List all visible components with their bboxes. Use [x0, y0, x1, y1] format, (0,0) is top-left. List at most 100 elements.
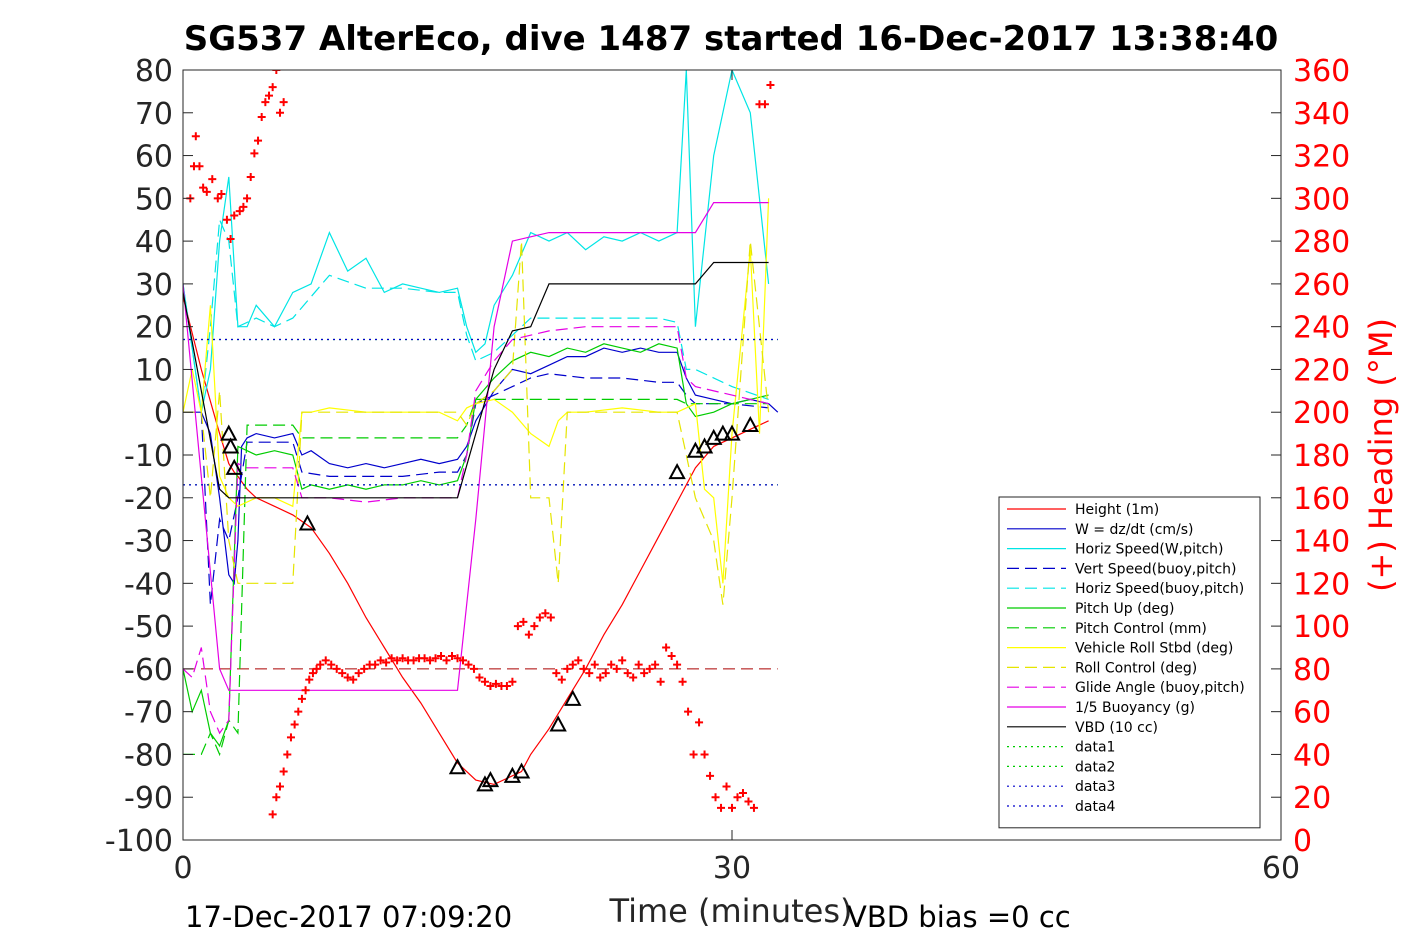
heading-point — [612, 664, 621, 673]
series-line-3 — [183, 70, 770, 413]
heading-point — [393, 656, 402, 665]
heading-point — [656, 677, 665, 686]
series-line-5 — [183, 219, 769, 413]
heading-point — [673, 660, 682, 669]
legend-label: Pitch Control (mm) — [1075, 621, 1207, 637]
y-right-tick-label: 220 — [1293, 353, 1350, 388]
height-marker — [512, 762, 531, 779]
heading-point — [629, 673, 638, 682]
heading-point — [585, 669, 594, 678]
heading-point — [338, 669, 347, 678]
y-right-tick-label: 80 — [1293, 653, 1331, 688]
heading-point — [243, 194, 252, 203]
heading-point — [305, 675, 314, 684]
y-right-tick-label: 60 — [1293, 696, 1331, 731]
heading-point — [332, 664, 341, 673]
heading-point — [684, 707, 693, 716]
height-marker — [481, 771, 500, 788]
heading-point — [261, 98, 270, 107]
heading-point — [290, 720, 299, 729]
heading-point — [426, 656, 435, 665]
heading-point — [475, 673, 484, 682]
heading-point — [766, 80, 775, 89]
y-tick-label: -50 — [124, 610, 173, 645]
heading-point — [297, 694, 306, 703]
y-tick-label: 10 — [135, 353, 173, 388]
y-right-tick-label: 140 — [1293, 525, 1350, 560]
heading-point — [640, 669, 649, 678]
y-tick-label: -100 — [105, 824, 173, 859]
heading-point — [371, 660, 380, 669]
heading-point — [717, 803, 726, 812]
x-axis-label: Time (minutes) — [609, 892, 853, 930]
height-marker — [564, 689, 582, 706]
legend-label: Vert Speed(buoy,pitch) — [1075, 561, 1237, 577]
height-marker — [220, 424, 238, 441]
heading-point — [557, 675, 566, 684]
heading-point — [546, 613, 555, 622]
series-line-7 — [183, 398, 769, 757]
heading-point — [354, 669, 363, 678]
heading-point — [387, 654, 396, 663]
y-right-tick-label: 0 — [1293, 824, 1312, 859]
heading-point — [662, 643, 671, 652]
legend-label: Glide Angle (buoy,pitch) — [1075, 680, 1245, 696]
y-tick-label: -20 — [124, 482, 173, 517]
x-tick-label: 60 — [1262, 851, 1300, 886]
y-right-tick-label: 180 — [1293, 439, 1350, 474]
height-marker — [221, 437, 240, 454]
heading-point — [749, 803, 758, 812]
legend-label: Height (1m) — [1075, 502, 1159, 518]
y-tick-label: 50 — [135, 182, 173, 217]
heading-point — [519, 617, 528, 626]
heading-point — [246, 172, 255, 181]
footer-timestamp: 17-Dec-2017 07:09:20 — [185, 900, 512, 934]
heading-point — [469, 664, 478, 673]
y-right-tick-label: 340 — [1293, 97, 1350, 132]
heading-point — [382, 658, 391, 667]
legend-label: W = dz/dt (cm/s) — [1075, 522, 1194, 538]
height-marker — [448, 758, 467, 775]
y-right-tick-label: 160 — [1293, 482, 1350, 517]
series-line-10 — [183, 326, 769, 735]
heading-point — [272, 793, 281, 802]
heading-point — [275, 782, 284, 791]
y-right-tick-label: 20 — [1293, 781, 1331, 816]
legend-label: data3 — [1075, 779, 1115, 795]
heading-point — [706, 771, 715, 780]
heading-point — [279, 98, 288, 107]
heading-point — [618, 656, 627, 665]
y-right-tick-label: 260 — [1293, 268, 1350, 303]
series-line-9 — [183, 241, 770, 605]
heading-point — [257, 113, 266, 122]
height-marker — [714, 424, 732, 441]
heading-point — [217, 190, 226, 199]
series-line-4 — [183, 373, 769, 605]
y-right-tick-label: 120 — [1293, 567, 1350, 602]
legend-label: Roll Control (deg) — [1075, 660, 1197, 676]
heading-point — [250, 149, 259, 158]
heading-point — [689, 750, 698, 759]
heading-point — [283, 750, 292, 759]
heading-point — [321, 656, 330, 665]
heading-point — [349, 675, 358, 684]
plot-area — [183, 70, 779, 819]
heading-point — [191, 132, 200, 141]
heading-point — [458, 656, 467, 665]
heading-point — [327, 660, 336, 669]
y-tick-label: -90 — [124, 781, 173, 816]
heading-point — [552, 669, 561, 678]
height-marker — [298, 514, 317, 531]
heading-point — [535, 613, 544, 622]
heading-point — [453, 654, 462, 663]
heading-point — [596, 673, 605, 682]
legend-label: Horiz Speed(buoy,pitch) — [1075, 581, 1244, 597]
heading-point — [728, 803, 736, 812]
heading-point — [268, 83, 277, 92]
height-marker — [668, 463, 686, 480]
series-line-6 — [183, 343, 769, 748]
y-tick-label: -70 — [124, 696, 173, 731]
heading-point — [568, 660, 577, 669]
y-right-tick-label: 300 — [1293, 182, 1350, 217]
